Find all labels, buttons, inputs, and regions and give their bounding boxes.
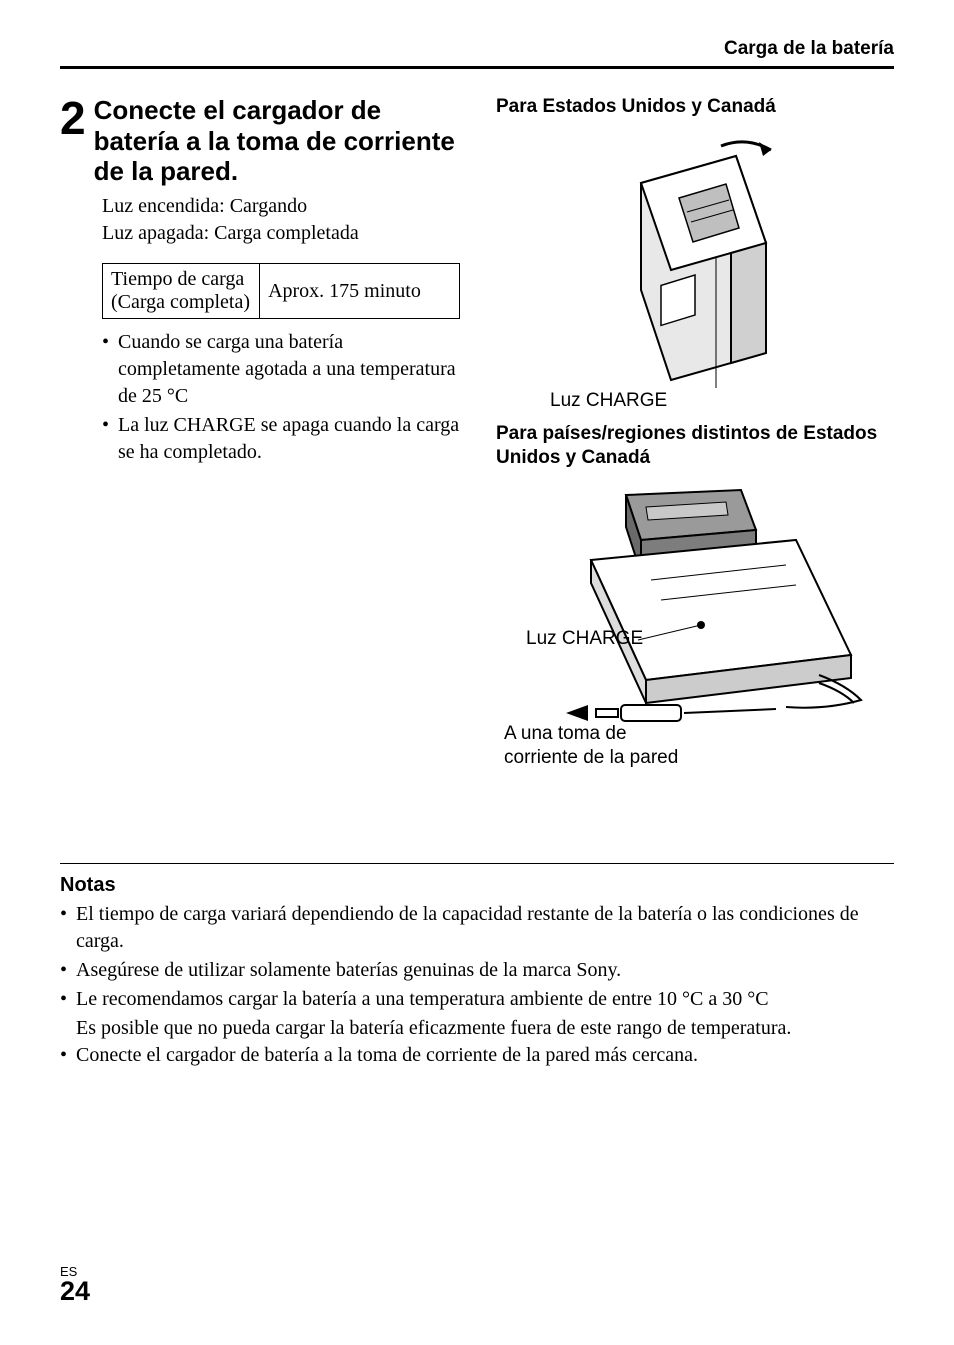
charge-time-table: Tiempo de carga (Carga completa) Aprox. … (102, 263, 460, 319)
figure-caption-charge-1: Luz CHARGE (550, 390, 667, 412)
status-line-1: Luz encendida: Cargando (102, 193, 460, 220)
section-header: Carga de la batería (724, 38, 894, 59)
notes-heading: Notas (60, 874, 894, 897)
table-label-cell: Tiempo de carga (Carga completa) (103, 264, 260, 319)
charger-illustration-other (496, 485, 866, 755)
figure-caption-charge-2: Luz CHARGE (526, 627, 643, 652)
notes-list: El tiempo de carga variará dependiendo d… (60, 901, 894, 1013)
right-column: Para Estados Unidos y Canadá (496, 95, 886, 835)
step-title: Conecte el cargador de batería a la toma… (94, 95, 460, 187)
figure-caption-outlet-1: A una toma de (504, 723, 627, 744)
left-column: 2 Conecte el cargador de batería a la to… (60, 95, 460, 835)
table-value-cell: Aprox. 175 minuto (260, 264, 460, 319)
page-footer: ES 24 (60, 1264, 90, 1305)
list-item: Conecte el cargador de batería a la toma… (60, 1042, 894, 1069)
figure-charger-other: Luz CHARGE A una toma de corriente de la… (496, 485, 886, 829)
list-item: Asegúrese de utilizar solamente baterías… (60, 957, 894, 984)
step-bullet-list: Cuando se carga una batería completament… (102, 329, 460, 466)
notes-list-cont: Conecte el cargador de batería a la toma… (60, 1042, 894, 1069)
list-item: Cuando se carga una batería completament… (102, 329, 460, 410)
list-item: La luz CHARGE se apaga cuando la carga s… (102, 412, 460, 466)
charger-illustration-us (561, 128, 821, 388)
region-heading-other: Para países/regiones distintos de Estado… (496, 422, 886, 471)
notes-rule (60, 863, 894, 864)
note-subtext: Es posible que no pueda cargar la baterí… (60, 1015, 894, 1042)
footer-page-number: 24 (60, 1279, 90, 1305)
figure-caption-outlet-2: corriente de la pared (504, 747, 678, 768)
list-item: El tiempo de carga variará dependiendo d… (60, 901, 894, 955)
region-heading-us-canada: Para Estados Unidos y Canadá (496, 95, 886, 120)
table-row: Tiempo de carga (Carga completa) Aprox. … (103, 264, 460, 319)
status-line-2: Luz apagada: Carga completada (102, 220, 460, 247)
figure-charger-us: Luz CHARGE (496, 128, 886, 412)
step-number: 2 (60, 95, 86, 141)
list-item: Le recomendamos cargar la batería a una … (60, 986, 894, 1013)
header-rule (60, 66, 894, 69)
